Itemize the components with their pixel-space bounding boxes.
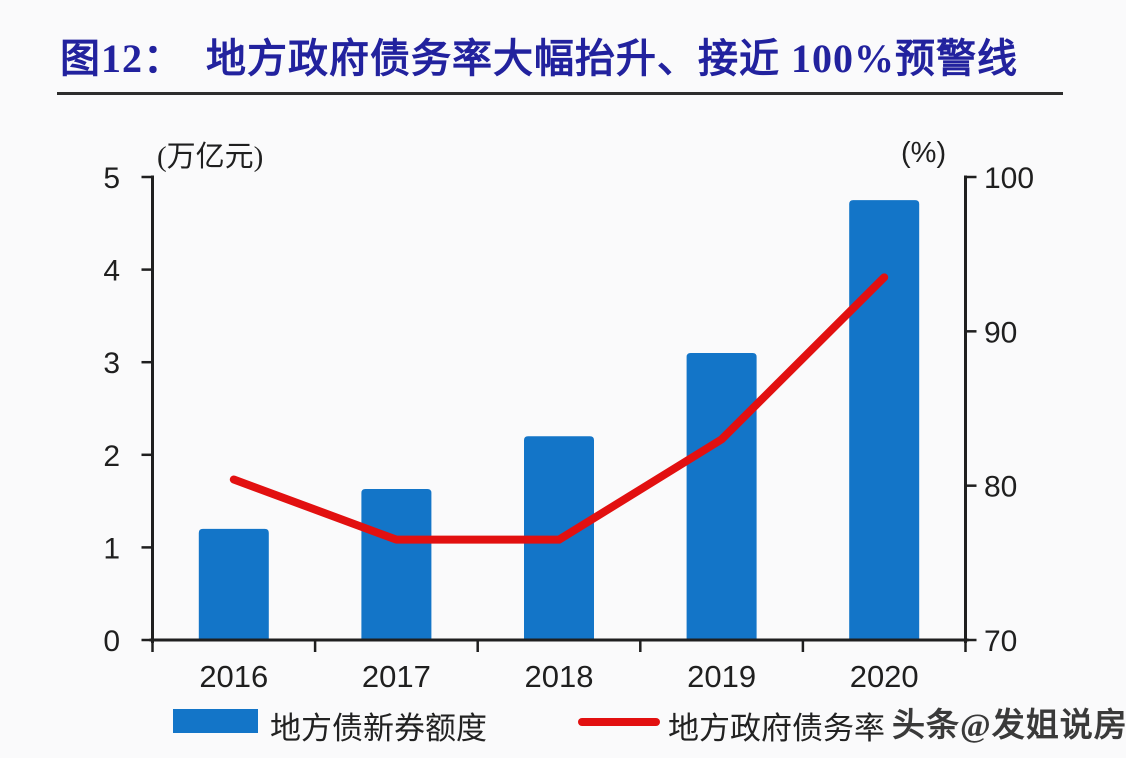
bar-2019 [686, 352, 757, 640]
left-axis-unit-label: (万亿元) [157, 140, 263, 173]
legend-line-label: 地方政府债务率 [668, 711, 885, 746]
left-tick-label-2: 2 [103, 440, 120, 473]
bar-2016 [198, 528, 269, 640]
legend-line-swatch-icon [578, 718, 660, 726]
right-tick-label-80: 80 [984, 471, 1017, 504]
legend-bar-swatch-icon [173, 709, 258, 733]
title-separator [57, 92, 1063, 95]
x-label-2019: 2019 [687, 659, 756, 694]
x-label-2017: 2017 [362, 659, 431, 694]
watermark: 头条@发姐说房 [892, 708, 1126, 744]
left-tick-label-4: 4 [103, 255, 120, 288]
x-label-2018: 2018 [525, 659, 594, 694]
left-tick-label-0: 0 [103, 625, 120, 658]
x-label-2020: 2020 [850, 659, 919, 694]
figure-title: 图12： 地方政府债务率大幅抬升、接近 100%预警线 [60, 36, 1018, 81]
left-tick-label-5: 5 [103, 162, 120, 195]
bar-2017 [361, 489, 432, 640]
x-label-2016: 2016 [199, 659, 268, 694]
right-tick-label-100: 100 [984, 162, 1034, 195]
left-tick-label-3: 3 [103, 347, 120, 380]
left-tick-label-1: 1 [103, 532, 120, 565]
legend-bar-label: 地方债新券额度 [270, 711, 487, 746]
debt-ratio-line [229, 273, 889, 544]
bar-2020 [849, 200, 920, 640]
right-tick-label-90: 90 [984, 316, 1017, 349]
right-axis-unit-label: (%) [901, 137, 946, 169]
right-tick-label-70: 70 [984, 625, 1017, 658]
